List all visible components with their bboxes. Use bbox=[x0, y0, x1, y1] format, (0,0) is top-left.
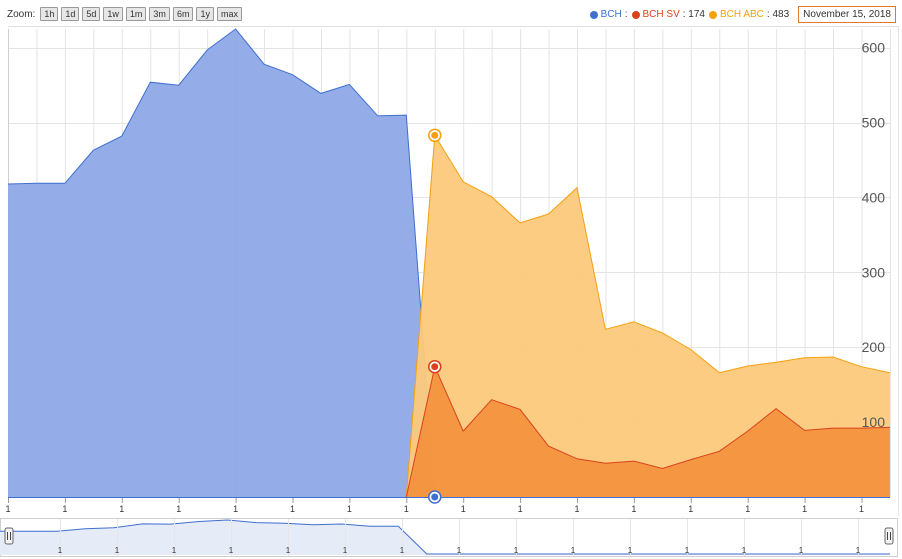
bch-abc-dot-icon bbox=[709, 10, 717, 19]
navigator-tick-label: 1 bbox=[172, 546, 177, 555]
zoom-max-button[interactable]: max bbox=[216, 7, 242, 21]
navigator-tick-label: 1 bbox=[286, 546, 291, 555]
navigator-tick-label: 1 bbox=[742, 546, 747, 555]
x-tick-label: 1 bbox=[745, 504, 750, 514]
x-tick-label: 1 bbox=[290, 504, 295, 514]
navigator-tick-label: 1 bbox=[58, 546, 63, 555]
zoom-6m-button[interactable]: 6m bbox=[172, 7, 194, 21]
zoom-1m-button[interactable]: 1m bbox=[125, 7, 147, 21]
x-tick-label: 1 bbox=[859, 504, 864, 514]
x-tick-label: 1 bbox=[518, 504, 523, 514]
x-tick-label: 1 bbox=[176, 504, 181, 514]
x-tick-label: 1 bbox=[802, 504, 807, 514]
area-bch bbox=[8, 29, 435, 497]
navigator-right-handle[interactable] bbox=[884, 527, 894, 545]
y-tick-label: 500 bbox=[862, 115, 886, 131]
navigator-area-bch bbox=[0, 520, 890, 555]
zoom-toolbar: Zoom: 1h 1d 5d 1w 1m 3m 6m 1y max bbox=[7, 7, 242, 21]
y-tick-label: 600 bbox=[862, 40, 886, 56]
legend-name: BCH SV bbox=[642, 9, 680, 20]
legend: BCH : BCH SV : 174 BCH ABC : 483 Novembe… bbox=[589, 6, 896, 23]
navigator-tick-label: 1 bbox=[400, 546, 405, 555]
x-tick-label: 1 bbox=[688, 504, 693, 514]
legend-item-bch[interactable]: BCH : bbox=[589, 9, 628, 20]
navigator-left-handle[interactable] bbox=[4, 527, 14, 545]
legend-name: BCH ABC bbox=[720, 9, 764, 20]
x-tick-label: 1 bbox=[574, 504, 579, 514]
legend-value: : 174 bbox=[682, 9, 705, 20]
bch-sv-dot-icon bbox=[631, 10, 640, 19]
y-tick-label: 300 bbox=[862, 264, 886, 280]
y-tick-label: 400 bbox=[862, 189, 886, 205]
zoom-label: Zoom: bbox=[7, 8, 36, 20]
navigator-tick-label: 1 bbox=[229, 546, 234, 555]
line-bch-sv bbox=[405, 365, 890, 498]
legend-item-bch-abc[interactable]: BCH ABC : 483 bbox=[709, 9, 789, 20]
zoom-1h-button[interactable]: 1h bbox=[40, 7, 59, 21]
x-tick-label: 1 bbox=[233, 504, 238, 514]
x-tick-label: 1 bbox=[119, 504, 124, 514]
navigator-tick-label: 1 bbox=[571, 546, 576, 555]
zoom-1y-button[interactable]: 1y bbox=[196, 7, 214, 21]
x-tick-label: 1 bbox=[461, 504, 466, 514]
y-tick-label: 100 bbox=[862, 414, 886, 430]
zoom-5d-button[interactable]: 5d bbox=[82, 7, 101, 21]
y-tick-label: 200 bbox=[862, 339, 886, 355]
legend-value: : 483 bbox=[766, 9, 790, 20]
navigator-tick-label: 1 bbox=[115, 546, 120, 555]
navigator-line-bch bbox=[0, 519, 890, 555]
x-tick-label: 1 bbox=[631, 504, 636, 514]
x-tick-label: 1 bbox=[62, 504, 67, 514]
zoom-3m-button[interactable]: 3m bbox=[149, 7, 170, 21]
area-bch-sv bbox=[406, 366, 890, 497]
zoom-1d-button[interactable]: 1d bbox=[61, 7, 80, 21]
navigator-tick-label: 1 bbox=[685, 546, 690, 555]
hover-date-box: November 15, 2018 bbox=[798, 6, 896, 23]
zoom-1w-button[interactable]: 1w bbox=[103, 7, 123, 21]
navigator-tick-label: 1 bbox=[457, 546, 462, 555]
x-tick-label: 1 bbox=[5, 504, 10, 514]
marker-dot-bch-abc bbox=[431, 131, 439, 139]
bch-dot-icon bbox=[589, 10, 598, 19]
area-bch-abc bbox=[406, 135, 890, 498]
x-tick-label: 1 bbox=[347, 504, 352, 514]
navigator-tick-label: 1 bbox=[856, 546, 861, 555]
legend-name: BCH bbox=[600, 9, 622, 20]
x-tick-label: 1 bbox=[404, 504, 409, 514]
legend-value: : bbox=[624, 9, 628, 20]
marker-dot-bch-sv bbox=[431, 363, 439, 371]
line-bch-abc bbox=[405, 133, 891, 498]
navigator-tick-label: 1 bbox=[799, 546, 804, 555]
navigator-tick-label: 1 bbox=[343, 546, 348, 555]
navigator-tick-label: 1 bbox=[514, 546, 519, 555]
legend-item-bch-sv[interactable]: BCH SV : 174 bbox=[631, 9, 705, 20]
marker-dot-bch bbox=[431, 493, 439, 501]
navigator-tick-label: 1 bbox=[628, 546, 633, 555]
line-bch bbox=[7, 28, 436, 498]
